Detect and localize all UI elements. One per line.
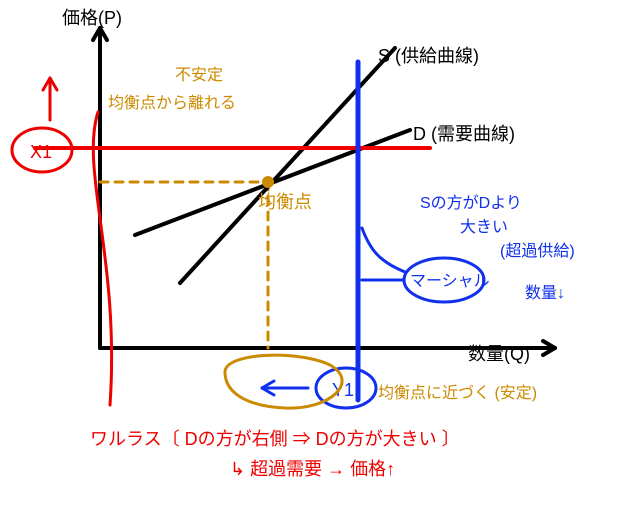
x1-label: X1 xyxy=(30,142,52,162)
y-axis-label: 価格(P) xyxy=(62,8,122,28)
equilibrium-point xyxy=(262,176,274,188)
note-unstable: 不安定 xyxy=(175,66,223,84)
marshall-label: マーシャル xyxy=(410,273,490,290)
note-excess: (超過供給) xyxy=(500,242,575,260)
equilibrium-label: 均衡点 xyxy=(258,192,312,212)
note-away: 均衡点から離れる xyxy=(108,94,236,112)
walras-line1: ワルラス〔 Dの方が右側 ⇒ Dの方が大きい 〕 xyxy=(90,429,460,449)
x-axis-label: 数量(Q) xyxy=(468,344,530,364)
note-big: 大きい xyxy=(460,218,508,236)
note-qdown: 数量↓ xyxy=(525,284,565,302)
note-toward: 均衡点に近づく (安定) xyxy=(378,384,537,402)
supply-label: S (供給曲線) xyxy=(378,46,479,66)
demand-label: D (需要曲線) xyxy=(413,124,515,144)
note-sgtd: Sの方がDより xyxy=(420,194,522,212)
walras-line2: ↳ 超過需要 → 価格↑ xyxy=(230,459,395,479)
